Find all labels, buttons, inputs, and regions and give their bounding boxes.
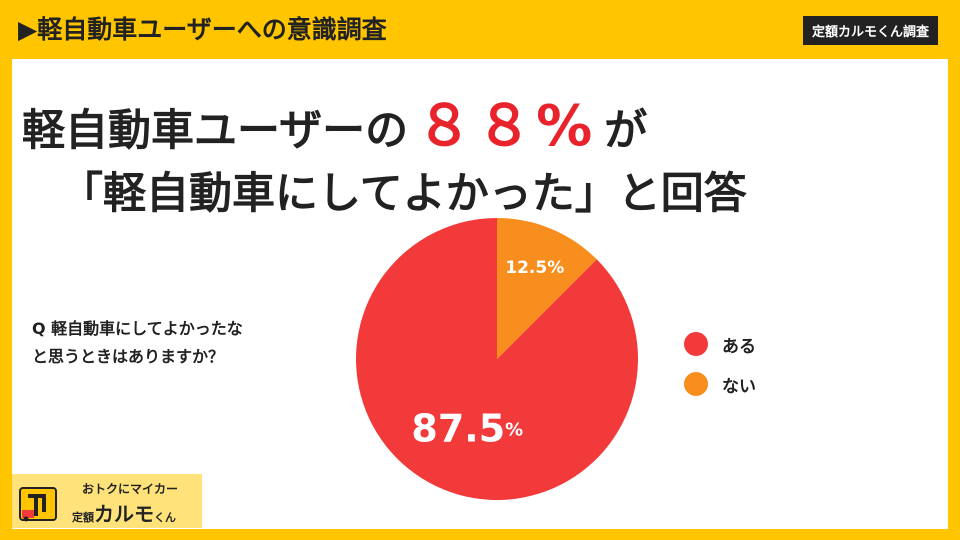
legend-dot-no — [684, 372, 708, 396]
logo-prefix: 定額 — [72, 511, 94, 524]
headline-post: が — [604, 106, 648, 156]
legend-item-yes: ある — [684, 331, 756, 357]
headline-pre: 軽自動車ユーザーの — [22, 106, 409, 156]
car-logo-icon — [19, 487, 57, 522]
survey-question: Q 軽自動車にしてよかったな と思うときはありますか？ — [32, 315, 243, 371]
legend-label-no: ない — [722, 376, 756, 397]
legend-label-yes: ある — [722, 336, 756, 357]
headline-line-1: 軽自動車ユーザーの ８８% が — [22, 81, 958, 162]
chart-legend: ある ない — [684, 331, 756, 411]
question-line-2: と思うときはありますか？ — [32, 347, 225, 366]
logo-suffix: くん — [154, 511, 176, 524]
headline-number: ８８% — [416, 94, 597, 159]
legend-dot-yes — [684, 332, 708, 356]
headline-line-2: 「軽自動車にしてよかった」と回答 — [60, 169, 747, 219]
content-panel: 軽自動車ユーザーの ８８% が 「軽自動車にしてよかった」と回答 Q 軽自動車にして… — [12, 59, 948, 529]
question-line-1: Q 軽自動車にしてよかったな — [32, 319, 243, 338]
logo-main: カルモ — [94, 502, 154, 526]
survey-badge: 定額カルモくん調査 — [802, 16, 938, 45]
pie-slice-no — [497, 218, 597, 359]
header-title: ▶軽自動車ユーザーへの意識調査 — [18, 15, 387, 44]
logo-tagline: おトクにマイカー — [82, 482, 179, 496]
pie-label-no: 12.5% — [505, 258, 564, 278]
legend-item-no: ない — [684, 371, 756, 397]
pie-label-yes: 87.5% — [411, 406, 523, 450]
pie-chart: 87.5% 12.5% — [356, 218, 638, 500]
logo-name: 定額カルモくん — [72, 498, 176, 527]
brand-logo: おトクにマイカー 定額カルモくん — [12, 474, 202, 528]
